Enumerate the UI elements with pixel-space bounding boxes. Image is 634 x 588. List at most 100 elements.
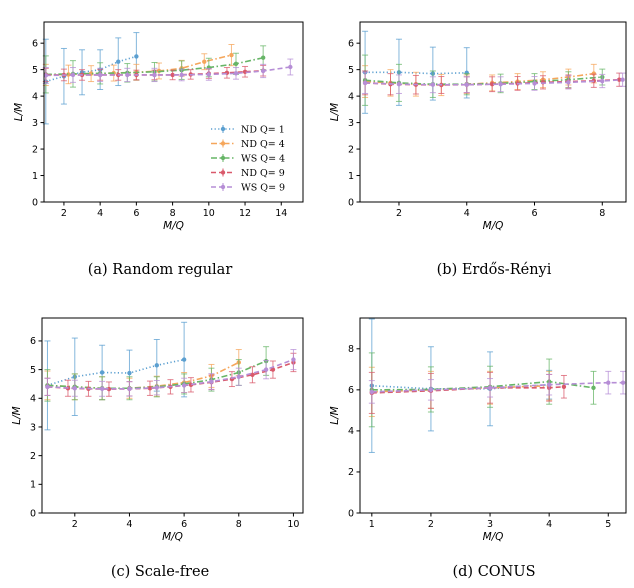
- y-tick-label: 3: [32, 118, 38, 129]
- legend-marker: [220, 126, 226, 132]
- series-4: [368, 370, 627, 404]
- legend-marker: [220, 184, 226, 190]
- x-tick-label: 2: [72, 519, 78, 530]
- data-point: [72, 386, 77, 391]
- series-4: [42, 58, 294, 84]
- data-point: [170, 72, 175, 78]
- subfigure-caption: (b) Erdős-Rényi: [437, 262, 552, 278]
- series-line: [371, 381, 624, 393]
- y-tick-label: 2: [348, 467, 354, 478]
- legend-marker: [220, 155, 226, 161]
- data-point: [464, 82, 469, 87]
- data-point: [154, 385, 159, 390]
- data-point: [291, 357, 296, 362]
- y-tick-label: 8: [348, 344, 354, 355]
- data-point: [99, 370, 105, 375]
- legend-label: WS Q= 9: [241, 182, 285, 193]
- data-point: [260, 55, 266, 60]
- y-axis-label: L/M: [329, 406, 341, 424]
- data-point: [396, 82, 402, 87]
- data-point: [263, 367, 269, 372]
- x-tick-label: 12: [239, 208, 251, 219]
- x-tick-label: 1: [369, 519, 375, 530]
- x-tick-label: 4: [97, 208, 103, 219]
- data-point: [600, 78, 605, 84]
- data-point: [369, 389, 375, 395]
- data-point: [430, 82, 436, 87]
- data-point: [620, 77, 625, 82]
- y-tick-label: 6: [32, 38, 38, 49]
- data-point: [270, 367, 276, 372]
- plot-frame: [359, 21, 627, 203]
- plot-frame: [43, 21, 304, 203]
- data-point: [97, 72, 103, 78]
- plot-frame: [41, 317, 304, 514]
- series-line: [365, 78, 623, 86]
- data-point: [546, 382, 552, 387]
- x-axis-label: M/Q: [483, 220, 504, 232]
- data-point: [617, 77, 622, 82]
- series-2: [368, 352, 597, 428]
- y-tick-label: 4: [30, 394, 36, 405]
- y-tick-label: 6: [30, 336, 36, 347]
- x-tick-label: 6: [133, 208, 139, 219]
- y-tick-label: 2: [32, 144, 38, 155]
- data-point: [106, 386, 112, 392]
- series-line: [47, 358, 294, 390]
- subfigure-caption: (c) Scale-free: [111, 564, 209, 580]
- y-tick-label: 1: [30, 480, 36, 491]
- subfigure-caption: (d) CONUS: [452, 564, 535, 580]
- data-point: [147, 386, 153, 391]
- data-point: [428, 387, 434, 393]
- y-tick-label: 5: [32, 65, 38, 76]
- data-point: [206, 72, 212, 77]
- series-line: [371, 380, 594, 391]
- data-point: [125, 72, 130, 78]
- legend-marker: [220, 141, 226, 146]
- x-tick-label: 5: [605, 519, 611, 530]
- y-tick-label: 6: [348, 385, 354, 396]
- x-tick-label: 8: [170, 208, 176, 219]
- data-point: [70, 72, 76, 78]
- y-tick-label: 3: [348, 118, 354, 129]
- legend-label: ND Q= 4: [241, 139, 285, 150]
- data-point: [134, 54, 139, 59]
- data-point: [606, 380, 611, 385]
- data-point: [591, 71, 597, 76]
- x-tick-label: 2: [428, 519, 434, 530]
- chart-panel-3: 1 2 3 4 5 0 2 4 6 8 M/Q L/M (d) CONUS: [329, 317, 627, 580]
- y-tick-label: 1: [32, 171, 38, 182]
- legend-label: WS Q= 4: [241, 153, 285, 164]
- series-line: [365, 76, 603, 86]
- legend-marker: [220, 170, 226, 175]
- legend: ND Q= 1 ND Q= 4 WS Q= 4 ND Q= 9 WS Q= 9: [211, 124, 285, 193]
- data-point: [532, 81, 537, 86]
- y-tick-label: 0: [348, 508, 354, 519]
- series-1: [362, 63, 597, 98]
- data-point: [233, 71, 239, 76]
- data-point: [489, 82, 495, 87]
- series-3: [44, 352, 297, 397]
- data-point: [181, 357, 187, 362]
- x-axis-label: M/Q: [163, 220, 184, 232]
- x-axis-label: M/Q: [162, 531, 183, 543]
- x-tick-label: 2: [396, 208, 402, 219]
- x-tick-label: 8: [599, 208, 605, 219]
- y-axis-label: L/M: [329, 103, 341, 121]
- x-tick-label: 10: [203, 208, 215, 219]
- series-4: [44, 349, 297, 397]
- y-tick-label: 5: [348, 65, 354, 76]
- y-tick-label: 4: [32, 91, 38, 102]
- y-tick-label: 4: [348, 91, 354, 102]
- x-tick-label: 2: [61, 208, 67, 219]
- y-tick-label: 3: [30, 422, 36, 433]
- x-tick-label: 14: [275, 208, 287, 219]
- data-point: [566, 80, 571, 85]
- data-point: [179, 72, 184, 78]
- y-tick-label: 2: [348, 144, 354, 155]
- data-point: [260, 68, 266, 74]
- y-tick-label: 5: [30, 365, 36, 376]
- y-tick-label: 2: [30, 451, 36, 462]
